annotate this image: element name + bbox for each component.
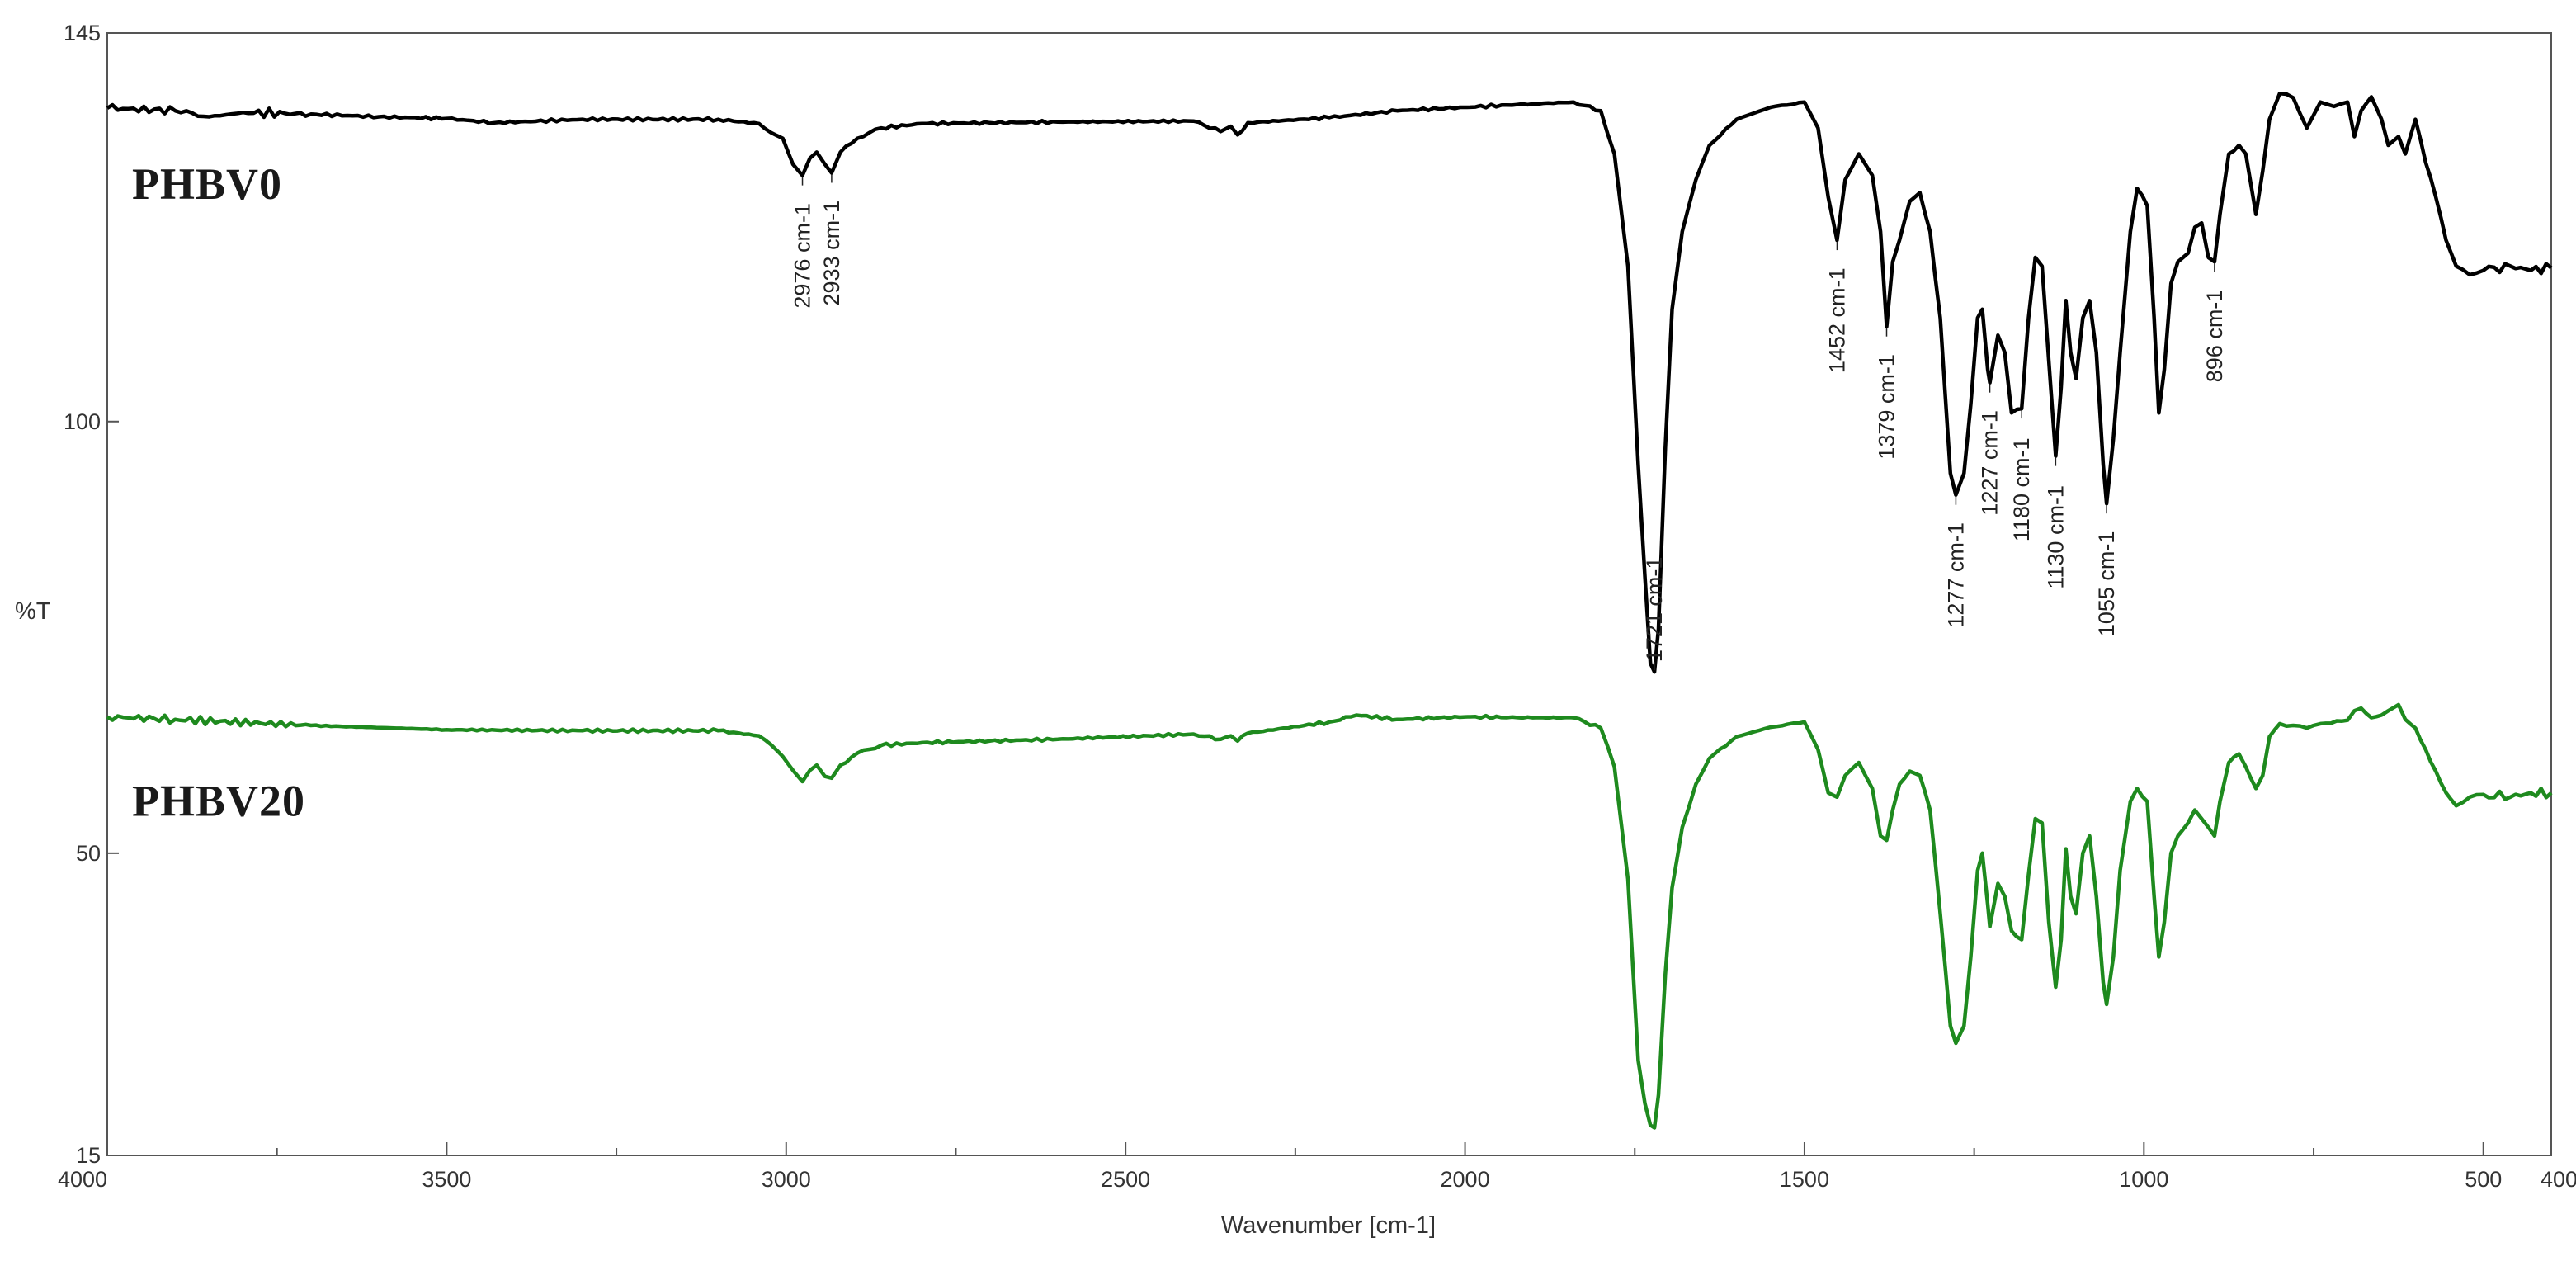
peak-label: 1130 cm-1 (2043, 485, 2068, 589)
x-axis-title: Wavenumber [cm-1] (1221, 1212, 1436, 1239)
peak-annotation: 1130 cm-1 (2043, 457, 2068, 589)
peak-annotation: 2976 cm-1 (790, 177, 815, 309)
x-tick-label: 400 (2541, 1167, 2576, 1192)
peak-annotation: 1277 cm-1 (1943, 496, 1968, 628)
peak-annotation: 1379 cm-1 (1875, 328, 1899, 460)
y-tick-label: 100 (64, 409, 101, 434)
peak-annotation: 1452 cm-1 (1824, 242, 1849, 373)
peak-label: 1180 cm-1 (2009, 438, 2034, 542)
peak-label: 1227 cm-1 (1978, 410, 2003, 516)
series-line-phbv0 (106, 91, 2553, 674)
series-label-phbv20: PHBV20 (132, 777, 305, 826)
y-axis-title: %T (15, 598, 51, 625)
y-tick-label: 145 (64, 21, 101, 45)
plot-frame (106, 32, 2552, 1156)
peak-annotation: 2933 cm-1 (819, 174, 844, 305)
x-tick-label: 3000 (762, 1167, 811, 1192)
peak-label: 1452 cm-1 (1824, 267, 1849, 373)
peak-annotation: 896 cm-1 (2202, 263, 2227, 382)
peak-label: 1055 cm-1 (2094, 531, 2119, 637)
series-labels: PHBV0 PHBV20 (132, 159, 305, 826)
x-tick-label: 1500 (1780, 1167, 1829, 1192)
peak-label: 2976 cm-1 (790, 203, 815, 309)
x-tick-label: 2000 (1441, 1167, 1490, 1192)
peak-annotations: 2976 cm-1 2933 cm-1 1721 cm-1 1452 cm-1 1379… (790, 174, 2227, 671)
spectrum-lines (106, 91, 2553, 1130)
peak-annotation: 1227 cm-1 (1978, 384, 2003, 516)
series-line-phbv20 (106, 702, 2553, 1130)
series-label-phbv0: PHBV0 (132, 159, 282, 209)
peak-label: 1379 cm-1 (1875, 354, 1899, 460)
peak-annotation: 1055 cm-1 (2094, 505, 2119, 636)
axes: 4000 3500 3000 2500 2000 1500 1000 500 400 145 100… (58, 21, 2576, 1192)
x-tick-label: 500 (2465, 1167, 2502, 1192)
peak-annotation: 1721 cm-1 (1642, 557, 1667, 671)
x-tick-label: 1000 (2119, 1167, 2168, 1192)
x-tick-label: 2500 (1101, 1167, 1150, 1192)
peak-label: 2933 cm-1 (819, 201, 844, 306)
y-tick-label: 15 (76, 1143, 101, 1168)
y-tick-label: 50 (76, 841, 101, 866)
peak-label: 896 cm-1 (2202, 290, 2227, 383)
peak-label: 1721 cm-1 (1642, 557, 1667, 663)
peak-annotation: 1180 cm-1 (2009, 410, 2034, 541)
x-tick-label: 3500 (422, 1167, 471, 1192)
peak-label: 1277 cm-1 (1943, 522, 1968, 628)
x-tick-label: 4000 (58, 1167, 107, 1192)
